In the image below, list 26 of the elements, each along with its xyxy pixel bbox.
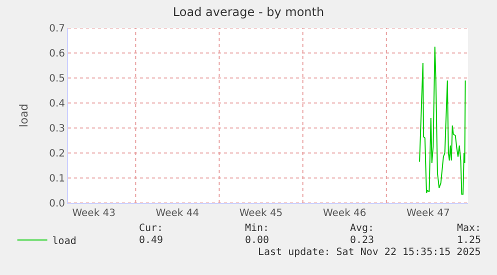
y-axis-title: load (18, 104, 31, 128)
y-tick-label: 0.3 (49, 124, 65, 134)
x-tick-label: Week 46 (322, 208, 366, 219)
text: Cur: (139, 223, 164, 234)
x-tick-label: Week 43 (72, 208, 116, 219)
text: 0.49 (139, 235, 164, 246)
text: 1.25 (457, 235, 482, 246)
y-tick-label: 0.6 (49, 48, 65, 60)
text: Last update: Sat Nov 22 15:35:15 2025 (258, 247, 481, 258)
y-tick-label: 0.7 (49, 24, 65, 34)
y-tick-label: 0.2 (49, 148, 65, 160)
text: 0.23 (350, 235, 374, 246)
chart-title: Load average - by month (172, 5, 324, 20)
y-tick-label: 0.5 (49, 74, 65, 84)
text: Min: (245, 223, 270, 234)
legend-label: load (52, 236, 76, 247)
text: 0.00 (245, 235, 270, 246)
y-tick-label: 0.4 (49, 98, 65, 110)
x-tick-label: Week 47 (406, 208, 450, 219)
x-tick-label: Week 44 (156, 208, 200, 219)
x-tick-label: Week 45 (239, 208, 283, 219)
text: Max: (457, 223, 482, 234)
text: Avg: (350, 223, 374, 234)
line-series (419, 46, 466, 195)
y-tick-label: 0.1 (49, 174, 65, 184)
y-tick-label: 0.0 (49, 198, 65, 210)
